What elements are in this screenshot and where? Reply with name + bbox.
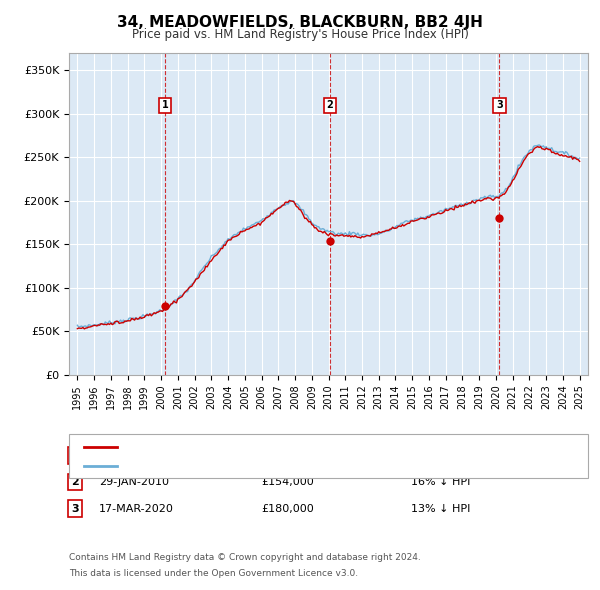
Text: 2: 2	[71, 477, 79, 487]
Text: 34, MEADOWFIELDS, BLACKBURN, BB2 4JH (detached house): 34, MEADOWFIELDS, BLACKBURN, BB2 4JH (de…	[123, 442, 441, 451]
Text: 3: 3	[496, 100, 503, 110]
Text: This data is licensed under the Open Government Licence v3.0.: This data is licensed under the Open Gov…	[69, 569, 358, 578]
Text: 16% ↓ HPI: 16% ↓ HPI	[411, 477, 470, 487]
Text: Price paid vs. HM Land Registry's House Price Index (HPI): Price paid vs. HM Land Registry's House …	[131, 28, 469, 41]
Text: HPI: Average price, detached house, Blackburn with Darwen: HPI: Average price, detached house, Blac…	[123, 461, 437, 471]
Text: 2% ↑ HPI: 2% ↑ HPI	[411, 451, 464, 460]
Text: £180,000: £180,000	[261, 504, 314, 513]
Text: 3: 3	[71, 504, 79, 513]
Text: £78,950: £78,950	[261, 451, 307, 460]
Text: 1: 1	[161, 100, 169, 110]
Text: Contains HM Land Registry data © Crown copyright and database right 2024.: Contains HM Land Registry data © Crown c…	[69, 553, 421, 562]
Text: 34, MEADOWFIELDS, BLACKBURN, BB2 4JH: 34, MEADOWFIELDS, BLACKBURN, BB2 4JH	[117, 15, 483, 30]
Text: 1: 1	[71, 451, 79, 460]
Text: 13% ↓ HPI: 13% ↓ HPI	[411, 504, 470, 513]
Text: £154,000: £154,000	[261, 477, 314, 487]
Text: 29-JAN-2010: 29-JAN-2010	[99, 477, 169, 487]
Text: 24-MAR-2000: 24-MAR-2000	[99, 451, 174, 460]
Text: 2: 2	[326, 100, 333, 110]
Text: 17-MAR-2020: 17-MAR-2020	[99, 504, 174, 513]
